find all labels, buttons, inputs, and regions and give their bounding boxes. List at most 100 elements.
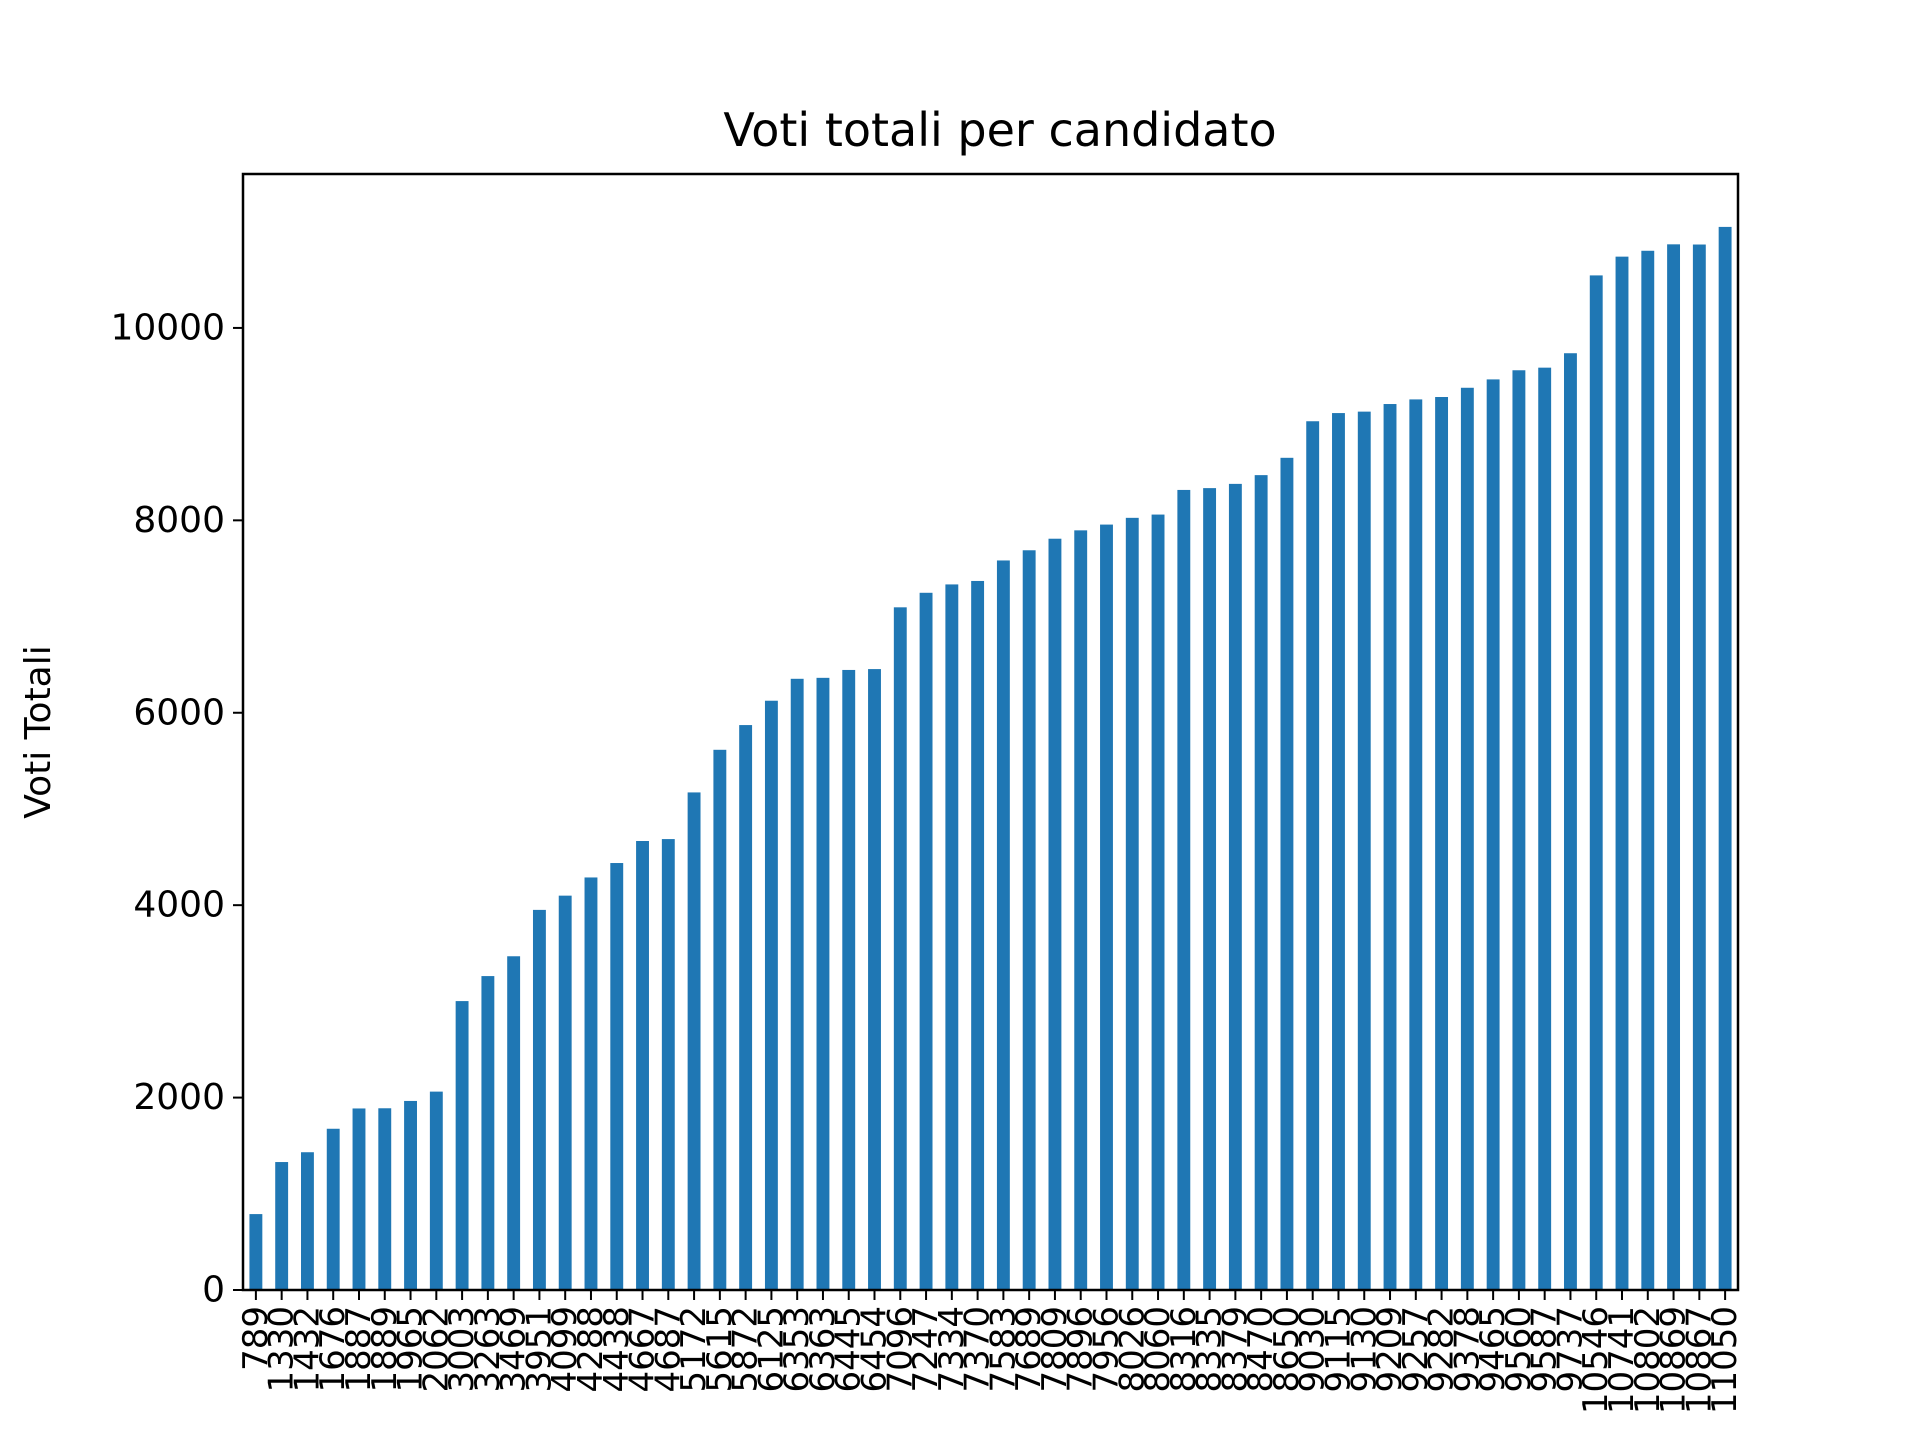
x-tick-label: 9115 — [1318, 1306, 1358, 1393]
bar — [326, 1128, 340, 1290]
bar — [1022, 550, 1036, 1290]
bar — [1460, 387, 1474, 1290]
y-tick-label: 10000 — [110, 307, 225, 348]
x-tick-label: 1965 — [391, 1306, 431, 1393]
x-tick-label: 6454 — [855, 1306, 895, 1393]
x-tick-label: 1330 — [262, 1306, 302, 1393]
x-tick-label: 7583 — [983, 1306, 1023, 1393]
bar — [790, 678, 804, 1290]
bar — [532, 909, 546, 1290]
x-tick-label: 9560 — [1499, 1306, 1539, 1393]
bar — [1589, 275, 1603, 1290]
x-tick-label: 7896 — [1061, 1306, 1101, 1393]
x-tick-label: 6445 — [829, 1306, 869, 1393]
bar — [1125, 517, 1139, 1290]
y-tick-label: 8000 — [133, 500, 225, 541]
bar — [971, 580, 985, 1290]
bar — [1409, 399, 1423, 1290]
x-tick-label: 4438 — [597, 1306, 637, 1393]
x-tick-label: 9737 — [1550, 1306, 1590, 1393]
x-axis-ticks: 7891330143216761887188919652062300332633… — [236, 1290, 1745, 1414]
x-tick-label: 8379 — [1215, 1306, 1255, 1393]
bar — [1332, 413, 1345, 1290]
bar — [249, 1214, 263, 1290]
x-tick-label: 2062 — [416, 1306, 456, 1393]
x-tick-label: 4288 — [571, 1306, 611, 1393]
bar — [1228, 483, 1242, 1290]
x-tick-label: 9257 — [1396, 1306, 1436, 1393]
y-axis-ticks: 0 2000 4000 6000 8000 10000 — [110, 307, 243, 1311]
x-tick-label: 6363 — [803, 1306, 843, 1393]
bar — [636, 841, 649, 1290]
bar — [1203, 488, 1217, 1290]
x-tick-label: 4687 — [648, 1306, 688, 1393]
bar — [1435, 397, 1449, 1290]
bar — [1048, 538, 1062, 1290]
bar — [945, 584, 959, 1290]
bar — [893, 607, 907, 1290]
bar — [481, 976, 495, 1290]
x-tick-label: 7689 — [1009, 1306, 1049, 1393]
x-tick-label: 8060 — [1138, 1306, 1178, 1393]
bar — [429, 1091, 443, 1290]
bar — [1151, 514, 1165, 1290]
x-tick-label: 1889 — [365, 1306, 405, 1393]
x-tick-label: 7809 — [1035, 1306, 1075, 1393]
x-tick-label: 8335 — [1190, 1306, 1230, 1393]
bar — [996, 560, 1010, 1290]
x-tick-label: 4667 — [623, 1306, 663, 1393]
bar — [1667, 244, 1681, 1291]
bar — [1615, 256, 1629, 1290]
bar — [764, 700, 778, 1290]
bar — [1357, 411, 1371, 1290]
x-tick-label: 8026 — [1112, 1306, 1152, 1393]
x-tick-label: 3951 — [519, 1306, 559, 1393]
y-axis-label: Voti Totali — [18, 645, 59, 819]
bar — [739, 725, 753, 1290]
bar — [1512, 370, 1526, 1290]
x-tick-label: 6125 — [751, 1306, 791, 1393]
bars-group — [249, 226, 1732, 1291]
x-tick-label: 1887 — [339, 1306, 379, 1393]
x-tick-label: 3469 — [494, 1306, 534, 1393]
bar — [1692, 244, 1706, 1290]
bar — [455, 1001, 469, 1290]
x-tick-label: 9378 — [1447, 1306, 1487, 1393]
x-tick-label: 9587 — [1525, 1306, 1565, 1393]
y-tick-label: 2000 — [133, 1077, 225, 1118]
bar — [1074, 530, 1088, 1290]
bar — [584, 877, 598, 1290]
bar — [275, 1162, 289, 1290]
x-tick-label: 5172 — [674, 1306, 714, 1393]
bar — [558, 895, 572, 1290]
bar — [661, 839, 675, 1290]
x-tick-label: 10802 — [1628, 1306, 1668, 1414]
x-tick-label: 11050 — [1705, 1306, 1745, 1414]
bar — [1100, 524, 1113, 1290]
bar — [1254, 475, 1268, 1290]
x-tick-label: 5615 — [700, 1306, 740, 1393]
bar — [1306, 421, 1320, 1290]
bar — [1718, 226, 1732, 1290]
bar — [1177, 489, 1191, 1290]
x-tick-label: 9030 — [1293, 1306, 1333, 1393]
x-tick-label: 789 — [236, 1306, 276, 1371]
bar — [842, 669, 856, 1290]
x-tick-label: 9130 — [1344, 1306, 1384, 1393]
x-tick-label: 10869 — [1654, 1306, 1694, 1414]
x-tick-label: 9282 — [1422, 1306, 1462, 1393]
x-tick-label: 10741 — [1602, 1306, 1642, 1414]
x-tick-label: 5872 — [726, 1306, 766, 1393]
x-tick-label: 1676 — [313, 1306, 353, 1393]
bar — [404, 1100, 417, 1290]
x-tick-label: 8470 — [1241, 1306, 1281, 1393]
bar — [301, 1152, 314, 1290]
bar — [1486, 379, 1500, 1290]
bar — [352, 1108, 366, 1290]
x-tick-label: 7247 — [906, 1306, 946, 1393]
bar — [1383, 404, 1397, 1290]
x-tick-label: 1432 — [287, 1306, 327, 1393]
x-tick-label: 7370 — [958, 1306, 998, 1393]
bar — [687, 792, 701, 1290]
